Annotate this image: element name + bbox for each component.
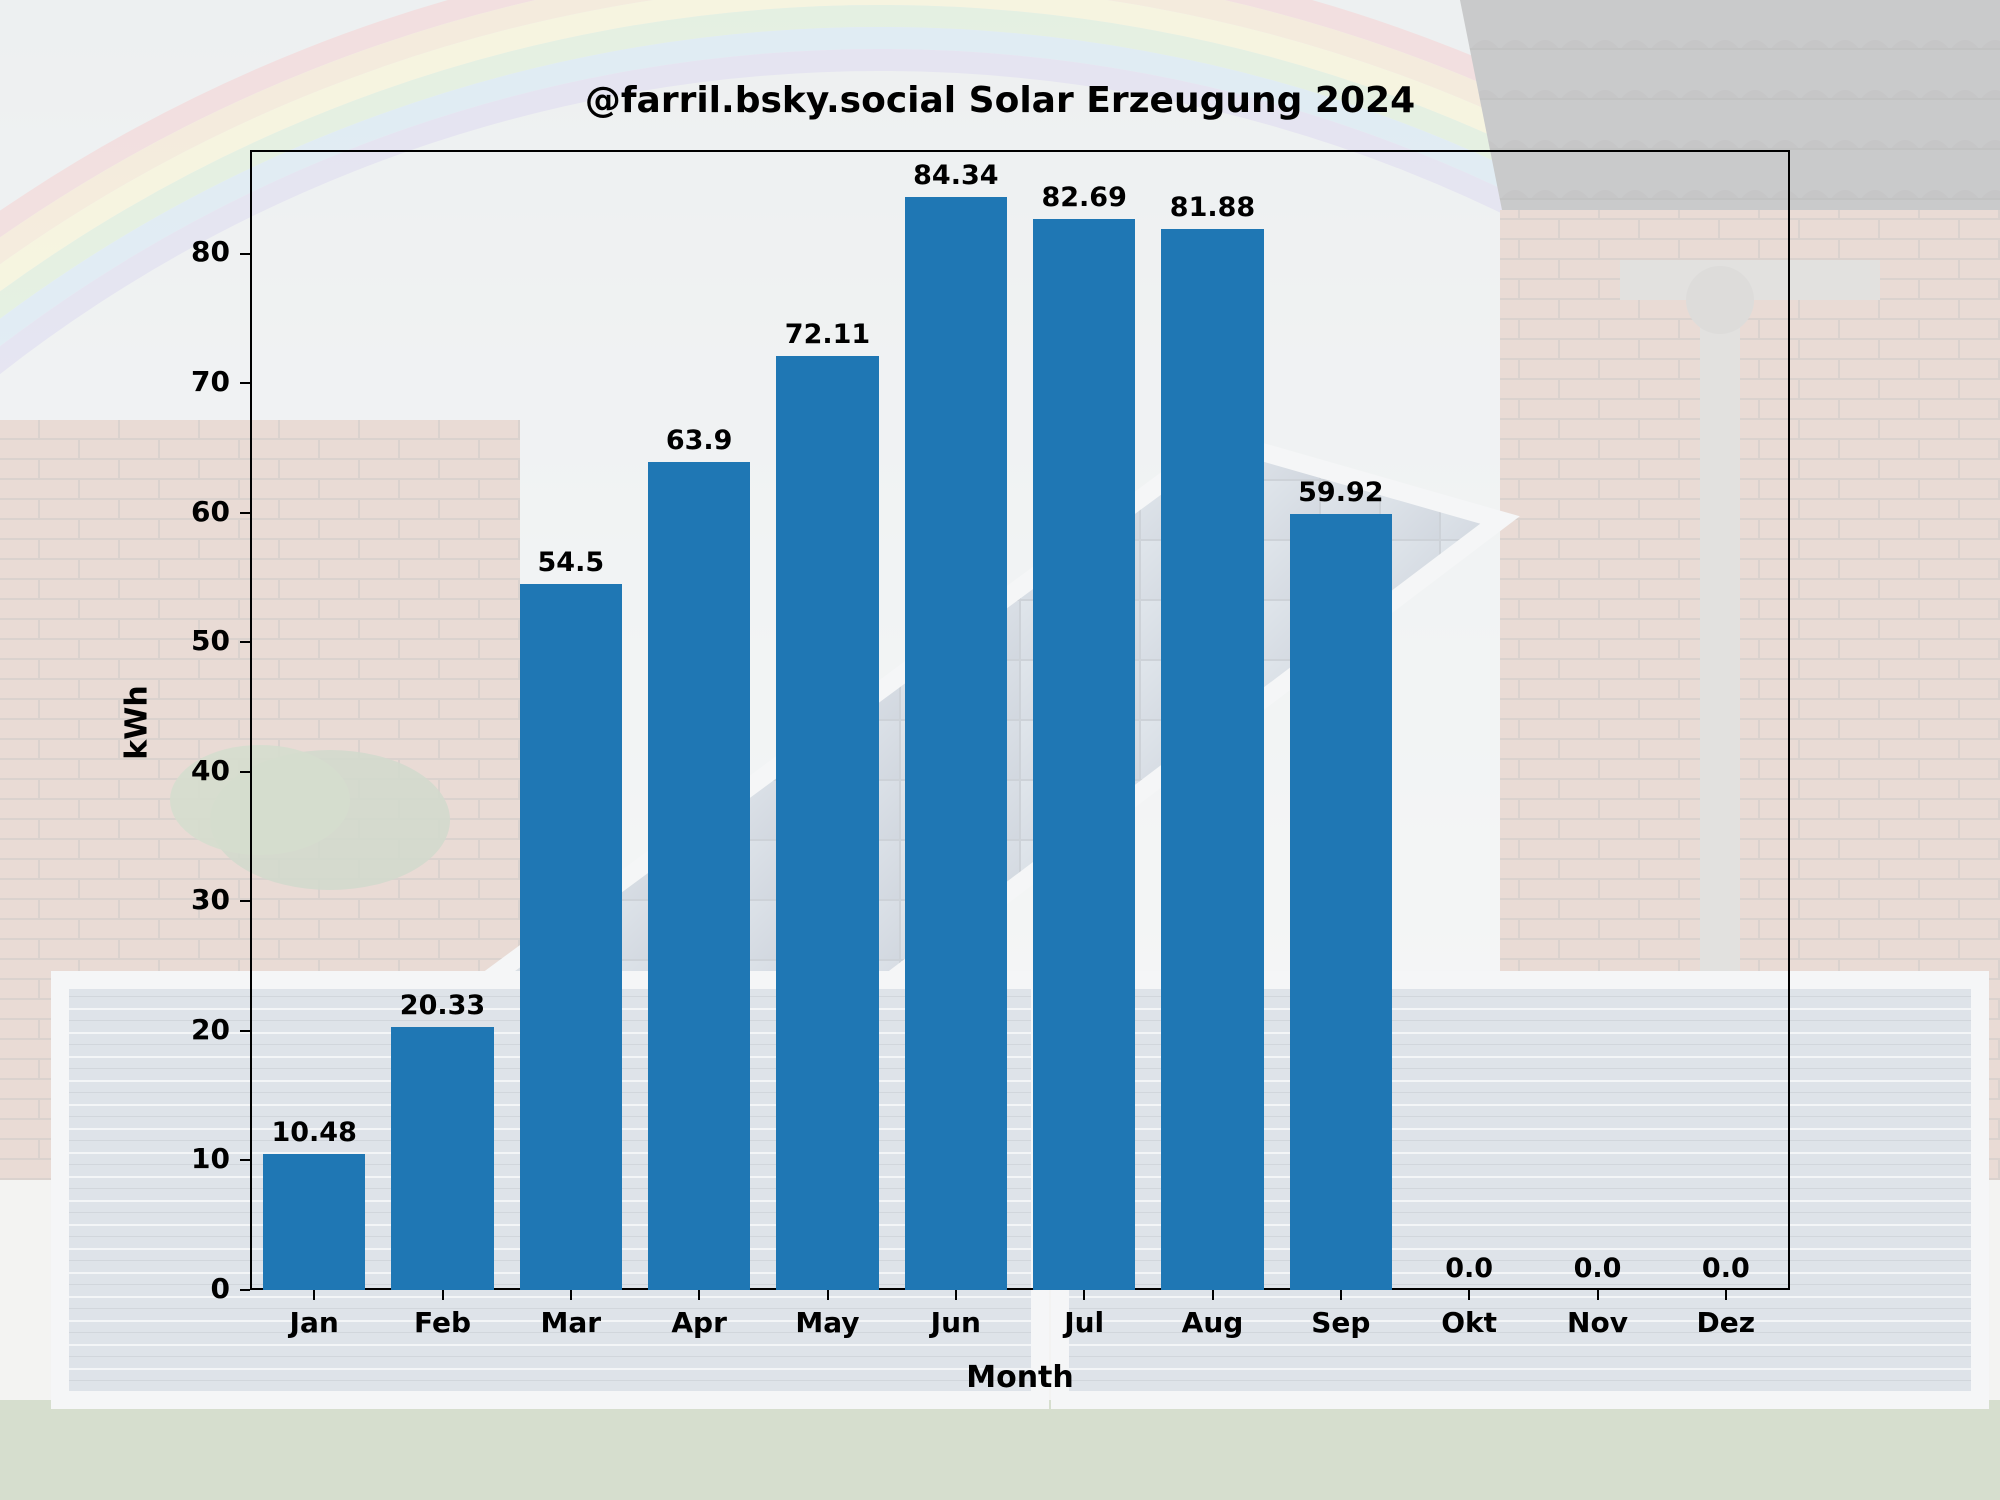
bar-value-label: 0.0 [1702,1253,1750,1284]
x-tick-label: Jun [892,1306,1020,1339]
y-tick [240,1030,250,1032]
x-tick [1468,1290,1470,1300]
y-tick-label: 20 [140,1013,230,1046]
bar [1161,229,1264,1290]
chart-canvas: @farril.bsky.social Solar Erzeugung 2024… [0,0,2000,1500]
x-axis-label: Month [250,1360,1790,1395]
bar [263,1154,366,1290]
bar-value-label: 81.88 [1170,192,1255,223]
bar [1033,219,1136,1290]
y-tick-label: 80 [140,235,230,268]
bar-value-label: 20.33 [400,990,485,1021]
x-tick-label: Dez [1662,1306,1790,1339]
x-tick-label: Nov [1533,1306,1661,1339]
y-tick-label: 60 [140,495,230,528]
bar-value-label: 59.92 [1298,477,1383,508]
bar [776,356,879,1290]
bar [391,1027,494,1290]
x-tick-label: Sep [1277,1306,1405,1339]
x-tick [442,1290,444,1300]
y-tick-label: 30 [140,883,230,916]
x-tick [1083,1290,1085,1300]
y-tick-label: 10 [140,1142,230,1175]
bar-value-label: 0.0 [1445,1253,1493,1284]
x-tick-label: Feb [378,1306,506,1339]
x-tick [698,1290,700,1300]
y-tick-label: 70 [140,365,230,398]
x-tick [570,1290,572,1300]
y-axis-label: kWh [120,685,155,759]
y-tick [240,900,250,902]
x-tick [313,1290,315,1300]
bar-value-label: 0.0 [1574,1253,1622,1284]
x-tick-label: Jul [1020,1306,1148,1339]
y-tick [240,253,250,255]
y-tick [240,382,250,384]
bar [648,462,751,1290]
x-tick-label: Jan [250,1306,378,1339]
bar-value-label: 84.34 [913,160,998,191]
y-tick-label: 0 [140,1272,230,1305]
x-tick [1597,1290,1599,1300]
bar [520,584,623,1290]
chart-title: @farril.bsky.social Solar Erzeugung 2024 [0,80,2000,121]
x-tick [1725,1290,1727,1300]
y-tick [240,641,250,643]
x-tick-label: Apr [635,1306,763,1339]
bar-value-label: 63.9 [666,425,733,456]
y-tick [240,1289,250,1291]
y-tick-label: 40 [140,754,230,787]
bar [1290,514,1393,1290]
bar-value-label: 10.48 [271,1117,356,1148]
y-tick [240,512,250,514]
x-tick-label: Mar [507,1306,635,1339]
bar-value-label: 54.5 [538,547,605,578]
bar [905,197,1008,1290]
bar-value-label: 72.11 [785,319,870,350]
x-tick [1340,1290,1342,1300]
x-tick-label: Aug [1148,1306,1276,1339]
bar-value-label: 82.69 [1041,182,1126,213]
x-tick [827,1290,829,1300]
x-tick [1212,1290,1214,1300]
x-tick-label: May [763,1306,891,1339]
x-tick [955,1290,957,1300]
y-tick [240,771,250,773]
y-tick-label: 50 [140,624,230,657]
x-tick-label: Okt [1405,1306,1533,1339]
y-tick [240,1159,250,1161]
